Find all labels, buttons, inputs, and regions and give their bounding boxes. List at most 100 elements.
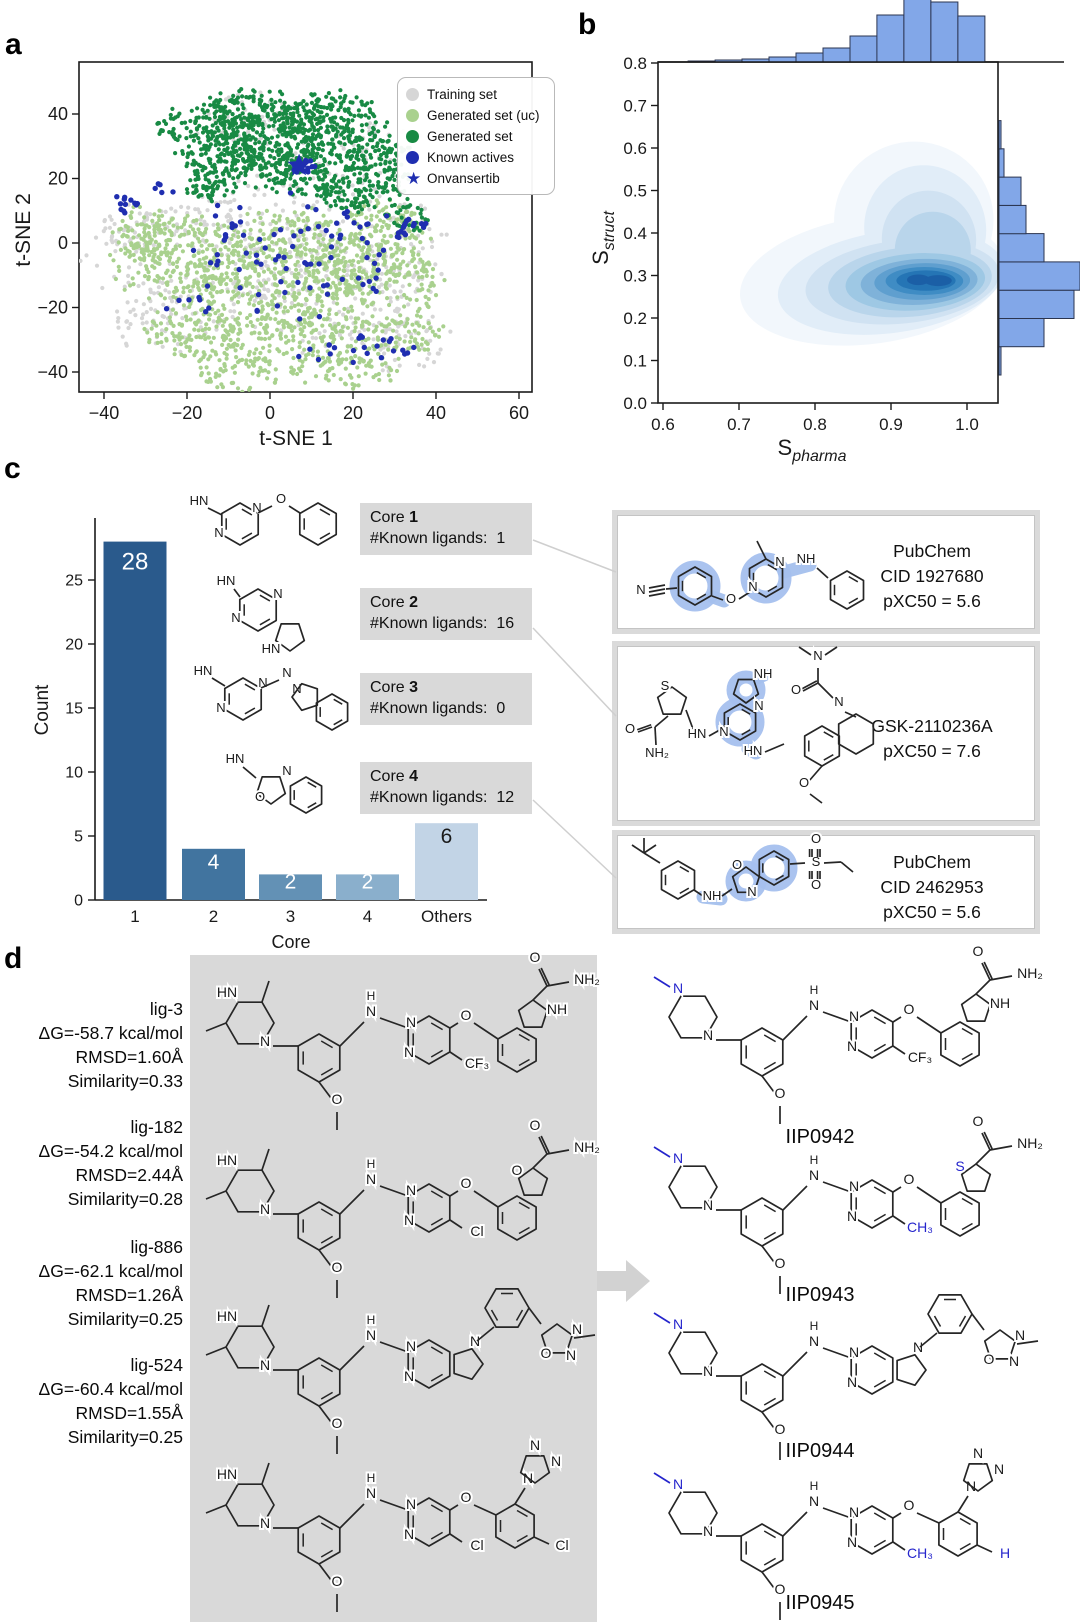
panel-a-label: a xyxy=(5,28,22,61)
density-y-axis-label: Sstruct xyxy=(588,211,618,265)
product-name-iip0942: IIP0942 xyxy=(785,1126,855,1148)
generated-ligand-panel xyxy=(190,955,597,1622)
atom-label-n: N xyxy=(231,610,240,625)
bar-x-tick: 3 xyxy=(286,907,295,926)
atom-label-n: N xyxy=(834,694,843,709)
atom-label-o: O xyxy=(461,1007,472,1023)
ligand-dg: ΔG=-58.7 kcal/mol xyxy=(38,1023,183,1043)
atom-label-nh2: NH₂ xyxy=(645,745,669,760)
atom-label-nh2: NH₂ xyxy=(1017,1135,1043,1151)
ligand-dg: ΔG=-60.4 kcal/mol xyxy=(38,1379,183,1399)
ligand-info-lig-886: lig-886 ΔG=-62.1 kcal/mol RMSD=1.26Å Sim… xyxy=(0,1235,183,1331)
tsne-y-tick: 20 xyxy=(48,169,68,189)
atom-label-n: N xyxy=(258,675,267,690)
atom-label-n: N xyxy=(404,1526,414,1542)
tsne-legend: Training set Generated set (uc) Generated … xyxy=(397,77,555,195)
atom-label-n: N xyxy=(366,1003,376,1019)
atom-label-o: O xyxy=(732,857,742,872)
legend-label: Generated set xyxy=(427,129,513,144)
atom-label-nh: NH xyxy=(703,888,722,903)
tsne-x-axis-label: t-SNE 1 xyxy=(259,427,333,450)
atom-label-n: N xyxy=(673,1150,683,1166)
atom-label-o: O xyxy=(973,1113,984,1129)
atom-label-o: O xyxy=(276,491,286,506)
atom-label-o: O xyxy=(625,721,635,736)
molecule-core-4: HN O N xyxy=(224,749,323,814)
density-x-tick: 0.9 xyxy=(879,415,903,434)
ligand-info-lig-182: lig-182 ΔG=-54.2 kcal/mol RMSD=2.44Å Sim… xyxy=(0,1115,183,1211)
atom-label-h: H xyxy=(810,1319,819,1333)
tsne-y-axis-label: t-SNE 2 xyxy=(12,193,35,267)
ligands-count: 16 xyxy=(496,615,515,632)
atom-label-n: N xyxy=(747,884,756,899)
core-title: Core xyxy=(370,594,405,611)
atom-label-n: N xyxy=(849,1344,859,1360)
ligand-rmsd: RMSD=1.26Å xyxy=(75,1285,183,1305)
atom-label-hn: HN xyxy=(217,573,236,588)
legend-label: Onvansertib xyxy=(427,171,500,186)
bar-value-label: 6 xyxy=(441,825,453,848)
atom-label-h: H xyxy=(367,989,376,1003)
atom-label-nh2: NH₂ xyxy=(574,971,600,987)
atom-label-n: N xyxy=(849,1178,859,1194)
density-x-tick: 0.6 xyxy=(651,415,675,434)
marginal-hist-right xyxy=(998,120,1080,376)
ligand-name: lig-886 xyxy=(130,1237,183,1257)
bar-x-tick: 2 xyxy=(209,907,218,926)
legend-item: Generated set xyxy=(406,127,546,146)
atom-label-n: N xyxy=(260,1033,270,1049)
ligands-count: 0 xyxy=(496,700,506,717)
atom-label-n: N xyxy=(748,579,757,594)
atom-label-nh: NH xyxy=(797,551,816,566)
atom-label-n: N xyxy=(636,582,645,597)
ligands-label: #Known ligands: xyxy=(370,530,488,547)
bar-x-axis-label: Core xyxy=(271,932,310,952)
atom-label-n: N xyxy=(1015,1327,1025,1343)
density-y-tick: 0.7 xyxy=(623,97,647,116)
info-box-inner xyxy=(617,835,1035,929)
ligand-name: lig-524 xyxy=(130,1355,183,1375)
legend-label: Known actives xyxy=(427,150,515,165)
ligand-similarity: Similarity=0.25 xyxy=(67,1427,183,1447)
panel-d-label: d xyxy=(4,942,23,975)
panel-c-label: c xyxy=(4,452,21,485)
product-name-iip0945: IIP0945 xyxy=(785,1592,855,1614)
core-box-1: Core 1 #Known ligands: 1 xyxy=(360,503,532,555)
atom-label-h: H xyxy=(1000,1545,1010,1561)
core-box-3: Core 3 #Known ligands: 0 xyxy=(360,673,532,725)
legend-marker-circle xyxy=(406,109,419,122)
atom-label-n: N xyxy=(809,1333,819,1349)
density-x-tick: 1.0 xyxy=(955,415,979,434)
density-y-tick: 0.2 xyxy=(623,309,647,328)
ligands-label: #Known ligands: xyxy=(370,789,488,806)
ligand-rmsd: RMSD=1.60Å xyxy=(75,1047,183,1067)
atom-label-n: N xyxy=(260,1357,270,1373)
onvansertib-star-marker xyxy=(287,153,311,176)
legend-item: Training set xyxy=(406,85,546,104)
transform-arrow-icon xyxy=(597,1260,650,1302)
atom-label-ch3: CH₃ xyxy=(907,1219,933,1235)
legend-marker-circle xyxy=(406,130,419,143)
legend-item: Generated set (uc) xyxy=(406,106,546,125)
atom-label-n: N xyxy=(703,1027,713,1043)
atom-label-nh: NH xyxy=(754,666,773,681)
bar-y-tick: 5 xyxy=(74,829,83,846)
atom-label-n: N xyxy=(530,1437,540,1453)
atom-label-n: N xyxy=(847,1374,857,1390)
ligands-count: 1 xyxy=(496,530,506,547)
atom-label-o: O xyxy=(791,682,801,697)
ligand-dg: ΔG=-54.2 kcal/mol xyxy=(38,1141,183,1161)
tsne-x-tick: 60 xyxy=(509,403,529,423)
atom-label-o: O xyxy=(775,1581,786,1597)
atom-label-n: N xyxy=(216,700,225,715)
tsne-series-generated-set xyxy=(155,87,430,233)
atom-label-n: N xyxy=(282,665,291,680)
core-title: Core xyxy=(370,768,405,785)
ligand-dg: ΔG=-62.1 kcal/mol xyxy=(38,1261,183,1281)
